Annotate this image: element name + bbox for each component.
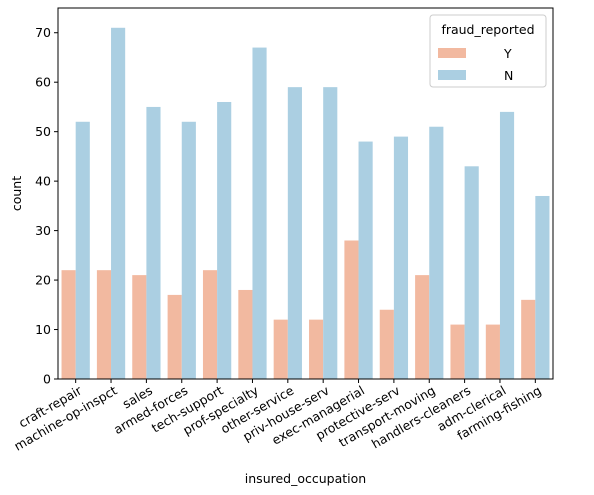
bar-Y-tech-support (202, 270, 218, 379)
bar-N-prof-specialty (252, 47, 267, 379)
bar-Y-handlers-cleaners (450, 324, 465, 379)
y-tick-label: 50 (35, 124, 51, 139)
plot-frame (57, 7, 554, 380)
legend-swatch-Y (438, 48, 466, 58)
bar-Y-transport-moving (415, 275, 430, 379)
bar-N-handlers-cleaners (464, 166, 479, 379)
bar-N-other-service (287, 87, 302, 379)
y-tick-label: 70 (35, 25, 51, 40)
bar-N-adm-clerical (499, 111, 515, 379)
x-axis-label: insured_occupation (245, 471, 366, 486)
y-tick-label: 40 (35, 174, 51, 189)
bar-Y-priv-house-serv (309, 319, 324, 379)
bar-Y-adm-clerical (485, 324, 500, 379)
bar-N-exec-managerial (358, 141, 373, 379)
bar-N-protective-serv (393, 136, 409, 379)
bar-Y-machine-op-inspct (96, 270, 112, 379)
bar-Y-protective-serv (379, 309, 394, 379)
bar-N-farming-fishing (535, 195, 550, 379)
bars (61, 27, 550, 380)
bar-Y-craft-repair (61, 270, 76, 379)
bar-Y-other-service (273, 319, 288, 379)
legend-label-Y: Y (503, 46, 512, 61)
bar-N-sales (146, 106, 161, 379)
y-axis-label: count (9, 176, 24, 211)
bar-Y-armed-forces (167, 294, 182, 379)
legend-box (429, 14, 547, 88)
y-tick-label: 20 (35, 273, 51, 288)
bar-N-armed-forces (181, 121, 196, 380)
bar-N-craft-repair (75, 121, 90, 380)
legend-items: YN (438, 46, 513, 83)
bar-N-priv-house-serv (323, 87, 338, 379)
y-tick-label: 30 (35, 223, 51, 238)
bar-N-transport-moving (429, 126, 444, 379)
bar-Y-sales (132, 275, 147, 379)
legend: fraud_reported YN (429, 14, 547, 88)
y-tick-label: 0 (43, 372, 51, 387)
y-axis: 0 10 20 30 40 50 60 70 (35, 25, 58, 387)
y-tick-label: 10 (35, 322, 51, 337)
bar-Y-prof-specialty (238, 289, 253, 379)
legend-label-N: N (504, 68, 513, 83)
bar-N-tech-support (217, 101, 232, 379)
legend-swatch-N (438, 70, 466, 80)
bar-Y-exec-managerial (344, 240, 359, 379)
bar-N-machine-op-inspct (111, 27, 126, 379)
y-tick-label: 60 (35, 75, 51, 90)
legend-title: fraud_reported (441, 22, 534, 37)
bar-Y-farming-fishing (521, 299, 536, 379)
